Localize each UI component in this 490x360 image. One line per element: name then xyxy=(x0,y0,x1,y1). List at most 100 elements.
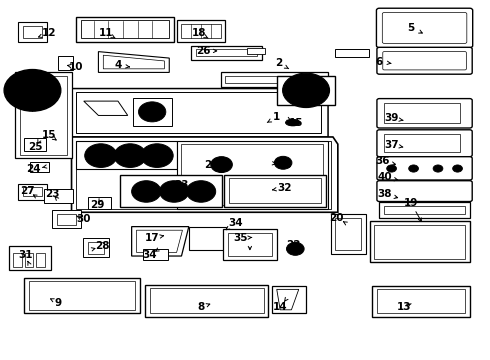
Polygon shape xyxy=(144,249,168,260)
Polygon shape xyxy=(84,101,128,116)
Circle shape xyxy=(90,148,112,163)
Polygon shape xyxy=(103,55,164,69)
Text: 28: 28 xyxy=(95,241,110,251)
Polygon shape xyxy=(72,89,328,137)
Text: 36: 36 xyxy=(375,156,390,166)
Text: 15: 15 xyxy=(42,130,57,140)
Polygon shape xyxy=(76,92,321,134)
Polygon shape xyxy=(384,206,465,214)
Text: 34: 34 xyxy=(228,218,243,228)
Text: 25: 25 xyxy=(28,142,43,152)
Circle shape xyxy=(192,185,210,198)
Text: 35: 35 xyxy=(233,233,247,243)
Polygon shape xyxy=(9,246,50,270)
Polygon shape xyxy=(137,230,182,252)
Text: 4: 4 xyxy=(114,60,122,70)
Polygon shape xyxy=(181,24,221,39)
Polygon shape xyxy=(88,242,104,253)
Polygon shape xyxy=(176,140,328,209)
Text: 3: 3 xyxy=(29,82,36,92)
Polygon shape xyxy=(220,72,328,87)
Text: 14: 14 xyxy=(273,302,288,312)
Polygon shape xyxy=(15,72,72,158)
Text: 33: 33 xyxy=(174,180,189,190)
Polygon shape xyxy=(44,189,73,203)
Polygon shape xyxy=(76,140,176,169)
FancyBboxPatch shape xyxy=(377,130,472,157)
Circle shape xyxy=(141,144,173,167)
Polygon shape xyxy=(24,138,46,151)
Polygon shape xyxy=(18,22,47,42)
Circle shape xyxy=(211,157,232,172)
Text: 22: 22 xyxy=(287,240,301,250)
Polygon shape xyxy=(58,56,73,69)
Text: 19: 19 xyxy=(404,198,418,208)
Text: 26: 26 xyxy=(196,46,211,56)
Text: 37: 37 xyxy=(384,140,399,150)
Circle shape xyxy=(159,181,189,202)
FancyBboxPatch shape xyxy=(377,47,472,74)
Polygon shape xyxy=(335,218,361,250)
Circle shape xyxy=(165,185,183,198)
Polygon shape xyxy=(133,98,172,126)
Text: 16: 16 xyxy=(278,160,293,170)
Polygon shape xyxy=(229,178,321,203)
Polygon shape xyxy=(331,214,366,253)
Text: 24: 24 xyxy=(26,164,41,174)
FancyBboxPatch shape xyxy=(383,51,466,70)
Circle shape xyxy=(297,84,315,97)
Polygon shape xyxy=(272,286,306,314)
Circle shape xyxy=(274,156,292,169)
Text: 2: 2 xyxy=(275,58,283,68)
Circle shape xyxy=(453,165,463,172)
Circle shape xyxy=(138,185,155,198)
Text: 39: 39 xyxy=(384,113,399,123)
Polygon shape xyxy=(23,26,42,39)
Polygon shape xyxy=(88,197,111,210)
Polygon shape xyxy=(57,214,76,225)
Text: 27: 27 xyxy=(20,186,35,197)
Polygon shape xyxy=(29,281,135,310)
Polygon shape xyxy=(176,21,225,42)
Circle shape xyxy=(289,78,323,103)
FancyBboxPatch shape xyxy=(376,8,473,48)
Bar xyxy=(384,103,460,123)
Circle shape xyxy=(85,144,117,167)
Text: 31: 31 xyxy=(18,250,32,260)
Polygon shape xyxy=(181,144,323,205)
Polygon shape xyxy=(20,76,67,155)
Text: 40: 40 xyxy=(377,172,392,182)
Ellipse shape xyxy=(286,120,300,126)
Bar xyxy=(247,48,265,54)
Circle shape xyxy=(147,148,168,163)
Text: 1: 1 xyxy=(273,112,280,122)
Polygon shape xyxy=(223,229,277,260)
Polygon shape xyxy=(277,289,299,310)
Circle shape xyxy=(114,144,147,167)
FancyBboxPatch shape xyxy=(377,157,472,180)
Polygon shape xyxy=(191,45,262,60)
Bar xyxy=(335,49,368,57)
Text: 9: 9 xyxy=(55,298,62,308)
Circle shape xyxy=(433,165,443,172)
Text: 30: 30 xyxy=(76,215,91,224)
Circle shape xyxy=(139,102,166,122)
Polygon shape xyxy=(23,187,42,196)
Text: 12: 12 xyxy=(42,28,57,38)
Polygon shape xyxy=(196,49,257,56)
Circle shape xyxy=(13,76,52,105)
Polygon shape xyxy=(369,221,470,262)
Text: 10: 10 xyxy=(69,62,84,72)
Polygon shape xyxy=(225,76,323,83)
Polygon shape xyxy=(379,202,470,218)
Polygon shape xyxy=(321,80,333,87)
Polygon shape xyxy=(372,286,470,317)
Polygon shape xyxy=(76,17,174,42)
Text: 8: 8 xyxy=(197,302,205,312)
Polygon shape xyxy=(76,140,331,209)
Polygon shape xyxy=(81,21,169,39)
Text: 11: 11 xyxy=(98,28,113,38)
Polygon shape xyxy=(72,137,338,212)
Text: 38: 38 xyxy=(377,189,392,199)
Circle shape xyxy=(132,181,161,202)
